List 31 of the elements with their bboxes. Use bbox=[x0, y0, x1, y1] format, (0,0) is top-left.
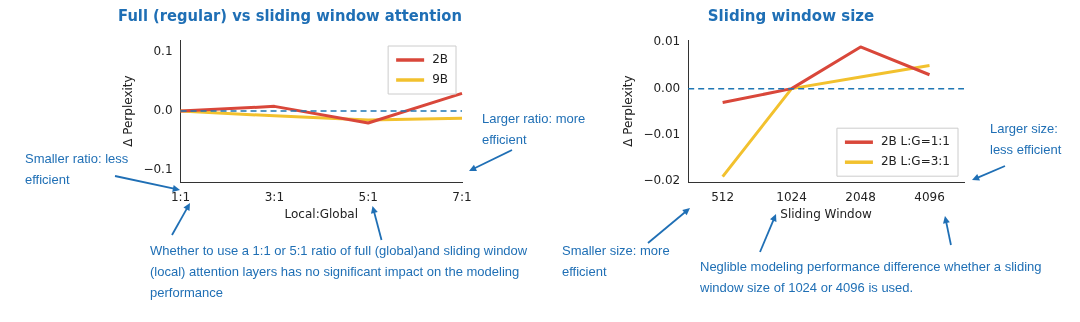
y-axis-title: Δ Perplexity bbox=[121, 75, 136, 147]
chart-title: Full (regular) vs sliding window attention bbox=[118, 6, 462, 25]
y-tick-label: −0.02 bbox=[643, 173, 681, 188]
x-axis-title: Sliding Window bbox=[780, 206, 873, 221]
y-tick-label: 0.1 bbox=[153, 43, 173, 58]
text: Smaller size: more efficient bbox=[562, 242, 671, 281]
legend-label: 2B bbox=[432, 52, 449, 67]
text: Neglible modeling performance difference whether a sliding window size of 1024 or 4096 is used. bbox=[700, 258, 1043, 297]
text: Larger size: less efficient bbox=[990, 120, 1063, 159]
text: Smaller ratio: less efficient bbox=[25, 150, 130, 189]
legend-label: 2B L:G=3:1 bbox=[880, 154, 950, 169]
x-tick-label: 1:1 bbox=[170, 189, 191, 204]
text: Larger ratio: more efficient bbox=[482, 110, 587, 149]
x-tick-label: 2048 bbox=[845, 189, 876, 204]
x-tick-label: 7:1 bbox=[452, 189, 472, 204]
y-tick-label: −0.1 bbox=[143, 162, 173, 177]
legend-label: 2B L:G=1:1 bbox=[880, 134, 950, 149]
text: Whether to use a 1:1 or 5:1 ratio of full (global)and sliding window (local) attention layers has no significant impact on the modeling performance bbox=[150, 242, 529, 302]
x-axis-title: Local:Global bbox=[284, 206, 358, 221]
y-tick-label: 0.0 bbox=[153, 103, 173, 118]
x-tick-label: 5:1 bbox=[358, 189, 378, 204]
y-tick-label: 0.00 bbox=[653, 80, 681, 95]
x-tick-label: 4096 bbox=[914, 189, 945, 204]
x-tick-label: 512 bbox=[711, 189, 735, 204]
y-axis-title: Δ Perplexity bbox=[621, 75, 636, 147]
y-tick-label: 0.01 bbox=[653, 34, 681, 49]
y-tick-label: −0.01 bbox=[643, 127, 681, 142]
x-tick-label: 1024 bbox=[776, 189, 807, 204]
legend-label: 9B bbox=[432, 72, 449, 87]
x-tick-label: 3:1 bbox=[264, 189, 285, 204]
chart-title: Sliding window size bbox=[707, 6, 875, 25]
